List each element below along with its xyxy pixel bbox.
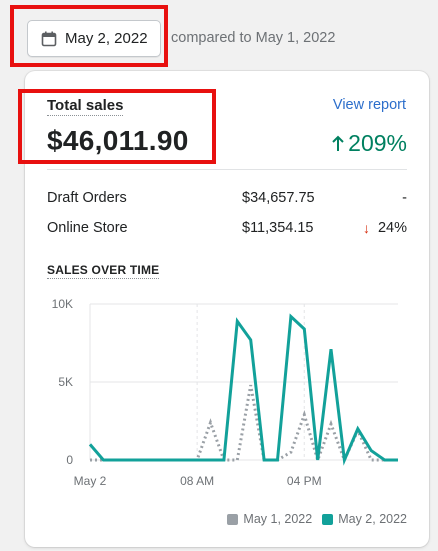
view-report-link[interactable]: View report bbox=[332, 97, 406, 113]
legend-swatch-previous bbox=[227, 513, 239, 525]
divider bbox=[47, 169, 407, 170]
breakdown-name: Draft Orders bbox=[47, 190, 127, 206]
arrow-down-icon: ↓ bbox=[362, 220, 370, 236]
legend-label-previous: May 1, 2022 bbox=[243, 512, 313, 526]
breakdown-amount: $34,657.75 bbox=[242, 190, 315, 206]
arrow-up-icon bbox=[332, 135, 344, 151]
comparison-text: compared to May 1, 2022 bbox=[171, 30, 336, 46]
breakdown-change-value: 24% bbox=[377, 220, 407, 236]
total-change-indicator: 209% bbox=[331, 130, 407, 157]
calendar-icon bbox=[41, 31, 57, 46]
legend-label-current: May 2, 2022 bbox=[338, 512, 407, 526]
breakdown-change: ↓ 24% bbox=[363, 220, 407, 236]
breakdown-change-value: - bbox=[402, 190, 407, 206]
total-sales-card bbox=[25, 71, 429, 547]
date-picker-button[interactable]: May 2, 2022 bbox=[27, 20, 161, 57]
total-sales-value: $46,011.90 bbox=[47, 125, 189, 156]
total-change-percent: 209% bbox=[348, 130, 407, 156]
selected-date: May 2, 2022 bbox=[65, 30, 148, 47]
breakdown-change: - bbox=[402, 190, 407, 206]
chart-legend: May 1, 2022 May 2, 2022 bbox=[227, 512, 407, 526]
breakdown-amount: $11,354.15 bbox=[242, 220, 314, 236]
breakdown-name: Online Store bbox=[47, 220, 128, 236]
legend-item-previous[interactable]: May 1, 2022 bbox=[227, 512, 312, 526]
legend-item-current[interactable]: May 2, 2022 bbox=[322, 512, 407, 526]
sales-over-time-label[interactable]: SALES OVER TIME bbox=[47, 263, 160, 279]
legend-swatch-current bbox=[322, 513, 334, 525]
total-sales-label[interactable]: Total sales bbox=[47, 97, 124, 116]
